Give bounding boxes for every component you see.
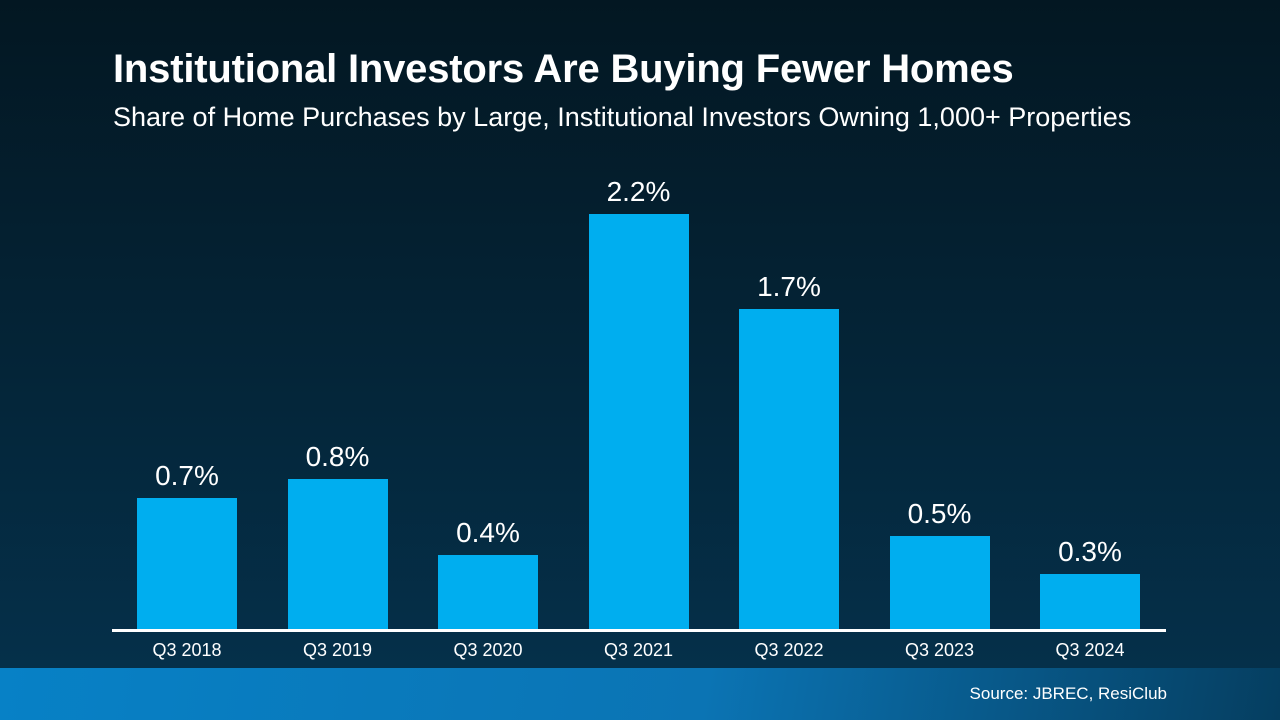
bar-value-label: 0.5% — [907, 498, 972, 529]
footer-band: Source: JBREC, ResiClub — [0, 668, 1280, 720]
x-axis-label: Q3 2021 — [603, 640, 674, 660]
x-axis-label: Q3 2019 — [302, 640, 373, 660]
bar — [287, 479, 388, 631]
bar — [889, 536, 990, 631]
bar-value-label: 2.2% — [606, 176, 671, 207]
bar — [739, 309, 839, 631]
bar-value-label: 0.4% — [456, 517, 520, 548]
x-axis-label: Q3 2018 — [152, 640, 222, 660]
bar-value-label: 1.7% — [757, 271, 821, 302]
x-axis-label: Q3 2024 — [1055, 640, 1125, 660]
bar-value-label: 0.3% — [1058, 536, 1122, 567]
bar — [588, 214, 689, 631]
page-title: Institutional Investors Are Buying Fewer… — [113, 47, 1014, 91]
bar — [1040, 574, 1140, 631]
bar-value-label: 0.7% — [155, 460, 219, 491]
x-axis-line — [112, 629, 1166, 632]
page-subtitle: Share of Home Purchases by Large, Instit… — [113, 102, 1132, 132]
source-text: Source: JBREC, ResiClub — [969, 684, 1167, 703]
bar — [137, 498, 237, 631]
x-axis-label: Q3 2020 — [453, 640, 523, 660]
x-axis-label: Q3 2022 — [754, 640, 824, 660]
bar-value-label: 0.8% — [305, 441, 370, 472]
x-axis-label: Q3 2023 — [904, 640, 975, 660]
bar — [438, 555, 538, 631]
